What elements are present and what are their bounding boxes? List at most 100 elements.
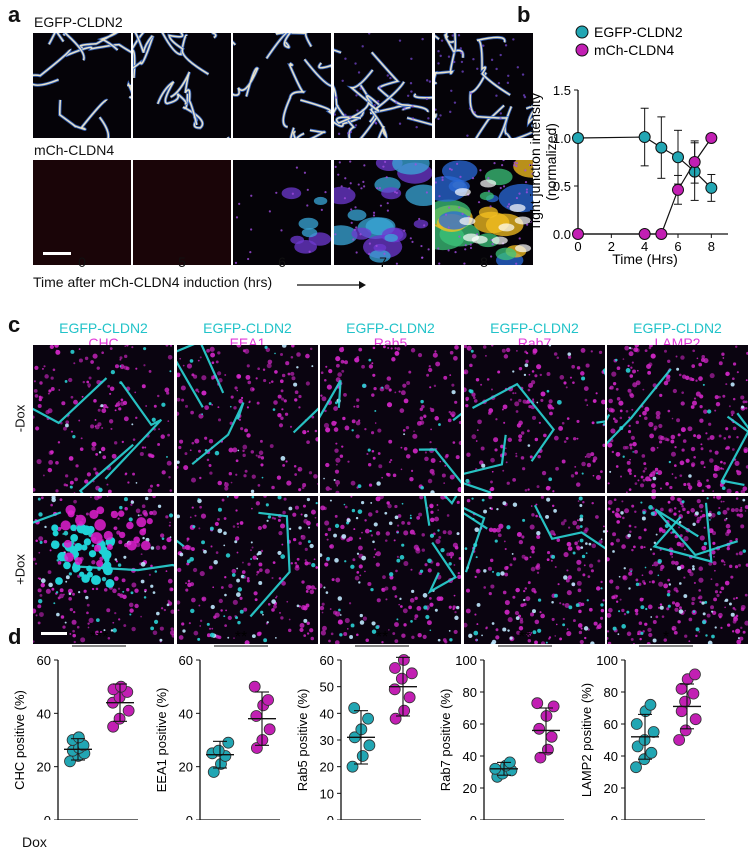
legend-entry: EGFP-CLDN2 <box>575 24 683 40</box>
dot-plot: 0204060EEA1 positive (%)**-+ <box>154 629 280 820</box>
y-tick-label: 80 <box>604 685 618 700</box>
data-point <box>115 680 127 693</box>
egfp-cldn2-tile <box>133 33 231 138</box>
data-point <box>705 132 718 144</box>
data-point <box>673 734 686 746</box>
y-tick-label: 60 <box>463 717 477 732</box>
x-axis-label: Time (Hrs) <box>612 251 678 267</box>
y-tick-label: 100 <box>455 653 477 668</box>
y-tick-label: 40 <box>604 749 618 764</box>
data-point <box>687 687 700 700</box>
data-point <box>348 702 361 714</box>
y-tick-label: 30 <box>320 733 334 748</box>
egfp-cldn2-tile <box>33 33 131 138</box>
x-tick-label: 8 <box>708 239 715 254</box>
data-point <box>645 746 658 759</box>
significance-stars: *** <box>90 629 109 646</box>
data-point <box>363 739 376 752</box>
mch-cldn4-tile <box>334 160 432 265</box>
plus-dox-tile <box>320 496 461 644</box>
y-axis-label: EEA1 positive (%) <box>154 688 169 793</box>
x-tick-label: 0 <box>574 239 581 254</box>
y-axis-label: CHC positive (%) <box>12 690 27 790</box>
data-point <box>542 743 554 756</box>
data-point <box>398 704 411 717</box>
y-tick-label: 40 <box>179 706 193 721</box>
y-tick-label: 100 <box>596 653 618 668</box>
data-point <box>679 724 692 737</box>
egfp-cldn2-tile <box>435 33 533 138</box>
plus-dox-tile <box>33 496 174 644</box>
timepoint-label: 0 <box>78 254 86 270</box>
data-point <box>655 141 668 154</box>
data-point <box>534 751 547 764</box>
significance-stars: ** <box>519 629 531 646</box>
panel-a-row2-label: mCh-CLDN4 <box>34 142 115 158</box>
timepoint-label: 5 <box>178 254 186 270</box>
data-point <box>403 691 416 704</box>
y-tick-label: 0 <box>186 813 193 820</box>
legend-entry: mCh-CLDN4 <box>575 42 674 58</box>
y-axis-label: Tight junction intensity(normalized) <box>527 93 559 231</box>
data-point <box>533 722 546 735</box>
y-tick-label: 0 <box>327 813 334 820</box>
y-tick-label: 40 <box>37 706 51 721</box>
data-point <box>389 662 401 674</box>
data-point <box>630 718 643 730</box>
y-tick-label: 80 <box>463 685 477 700</box>
panel-label-b: b <box>517 2 531 27</box>
data-point <box>222 736 235 749</box>
timepoint-label: 7 <box>379 254 387 270</box>
data-point <box>389 712 402 725</box>
data-point <box>705 181 718 194</box>
data-point <box>644 698 657 711</box>
dot-plot: 020406080100LAMP2 positive (%)*-+ <box>579 629 705 820</box>
significance-stars: ** <box>235 629 247 646</box>
minus-dox-tile <box>464 345 605 493</box>
dot-plot: 020406080100Rab7 positive (%)**-+ <box>438 629 564 820</box>
y-tick-label: 1.0 <box>553 131 571 146</box>
timepoint-label: 6 <box>278 254 286 270</box>
minus-dox-tile <box>177 345 318 493</box>
data-point <box>248 680 261 693</box>
data-point <box>647 726 660 738</box>
row-label: -Dox <box>12 404 28 433</box>
data-point <box>72 731 85 744</box>
y-tick-label: 10 <box>320 786 334 801</box>
minus-dox-tile <box>607 345 748 493</box>
data-point <box>688 156 701 168</box>
data-point <box>346 760 359 773</box>
y-tick-label: 20 <box>463 781 477 796</box>
y-tick-label: 60 <box>179 653 193 668</box>
y-axis-label: LAMP2 positive (%) <box>579 683 594 797</box>
panel-label-a: a <box>8 2 21 27</box>
dot-plot: 0102030405060Rab5 positive (%)**-+ <box>295 629 421 820</box>
data-point <box>547 700 560 713</box>
y-tick-label: 1.5 <box>553 83 571 98</box>
data-point <box>263 723 276 736</box>
timepoint-label: 8 <box>480 254 488 270</box>
mch-cldn4-tile <box>233 160 331 265</box>
data-point <box>675 682 688 695</box>
data-point <box>638 228 651 240</box>
data-point <box>689 713 702 726</box>
y-tick-label: 0.5 <box>553 179 571 194</box>
data-point <box>397 654 410 666</box>
data-point <box>655 228 668 240</box>
data-point <box>572 228 584 240</box>
egfp-cldn2-tile <box>233 33 331 138</box>
y-tick-label: 60 <box>320 653 334 668</box>
row-label: +Dox <box>12 554 28 585</box>
panel-label-d: d <box>8 624 22 649</box>
data-point <box>638 131 651 144</box>
y-tick-label: 0 <box>44 813 51 820</box>
y-tick-label: 20 <box>37 760 51 775</box>
svg-text:EGFP-CLDN2: EGFP-CLDN2 <box>594 24 683 40</box>
mch-cldn4-tile <box>435 160 533 265</box>
data-point <box>672 151 684 164</box>
dox-label: Dox <box>22 834 47 850</box>
y-axis-label: Rab5 positive (%) <box>295 689 310 792</box>
y-tick-label: 40 <box>463 749 477 764</box>
mch-cldn4-tile <box>33 160 131 265</box>
data-point <box>122 704 135 717</box>
